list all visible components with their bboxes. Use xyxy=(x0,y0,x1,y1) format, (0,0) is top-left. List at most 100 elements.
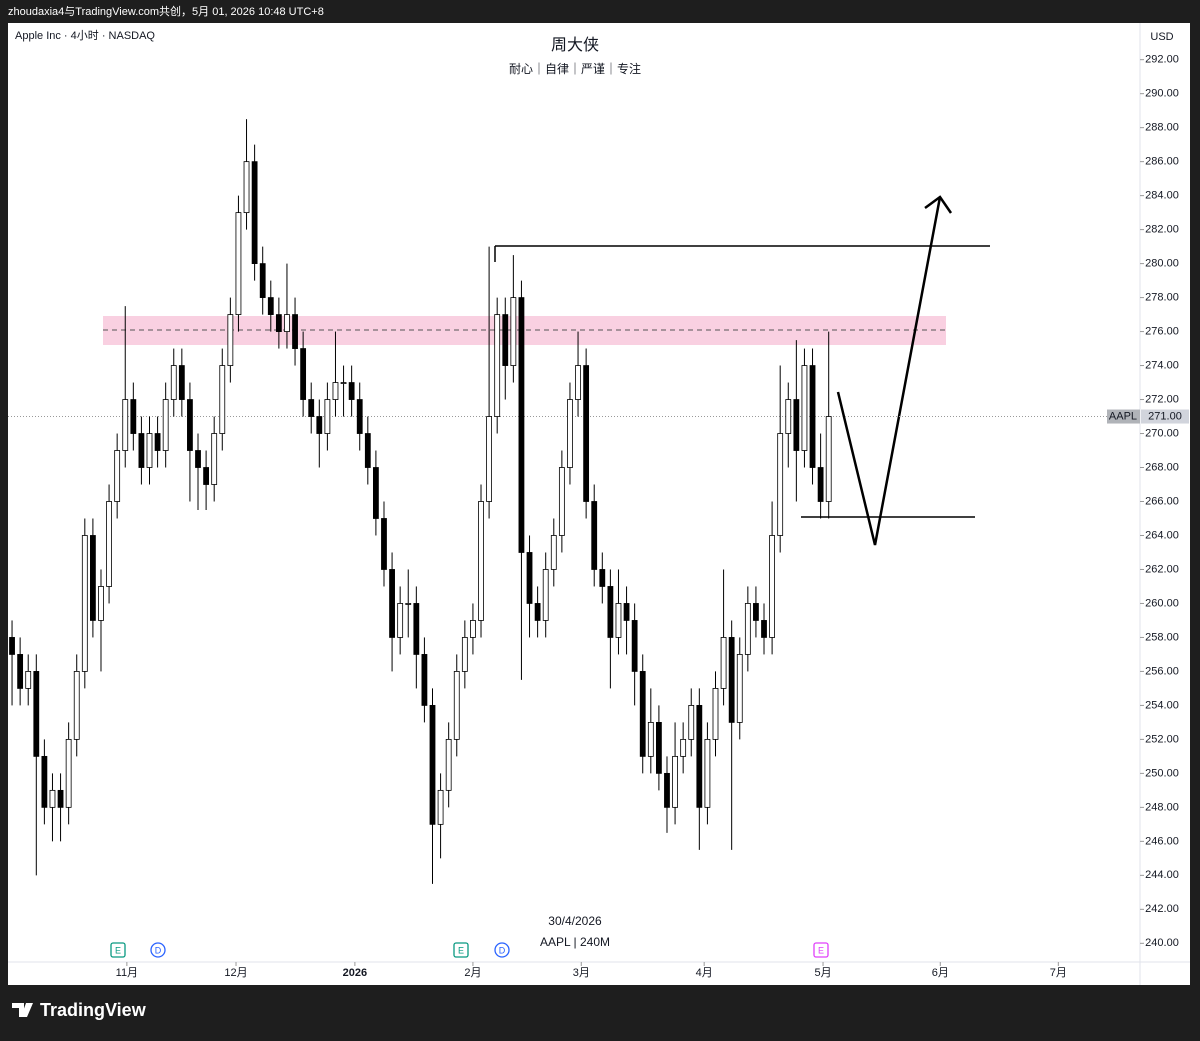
candle-body xyxy=(65,738,72,808)
price-tag xyxy=(1141,409,1189,424)
candle-body xyxy=(259,263,266,298)
candle-body xyxy=(138,433,145,468)
candle-body xyxy=(421,654,428,706)
candle-body xyxy=(195,450,201,468)
y-tick-label: 264.00 xyxy=(1145,529,1179,541)
x-tick-label: 5月 xyxy=(814,967,831,979)
candle-body xyxy=(761,620,767,638)
chart-subtitle: 耐心｜自律｜严谨｜专注 xyxy=(509,61,641,76)
candle-body xyxy=(413,603,420,655)
candle-body xyxy=(170,365,177,400)
candle-body xyxy=(372,467,379,519)
candle-body xyxy=(364,433,371,468)
candle-body xyxy=(90,535,96,621)
candle-body xyxy=(639,671,646,757)
event-marker xyxy=(150,942,166,958)
candle-body xyxy=(470,620,476,638)
event-label: E xyxy=(115,945,121,955)
candle-body xyxy=(178,365,185,400)
y-tick-label: 254.00 xyxy=(1145,699,1179,711)
event-label: D xyxy=(155,945,162,955)
candle-body xyxy=(728,637,735,723)
y-tick-label: 292.00 xyxy=(1145,54,1179,66)
candle-body xyxy=(122,399,129,451)
x-tick-label: 2月 xyxy=(464,967,481,979)
y-tick-label: 256.00 xyxy=(1145,665,1179,677)
candle-body xyxy=(591,501,598,570)
drawn-arrow xyxy=(836,196,942,546)
candle-body xyxy=(340,382,347,384)
candle-body xyxy=(49,789,56,808)
candle-body xyxy=(324,399,331,434)
candle-body xyxy=(284,314,290,332)
y-tick-label: 246.00 xyxy=(1145,835,1179,847)
x-tick-label: 7月 xyxy=(1050,967,1067,979)
candle-body xyxy=(550,535,557,570)
candle-body xyxy=(502,314,509,366)
symbol-info: Apple Inc · 4小时 · NASDAQ xyxy=(15,29,155,42)
y-tick-label: 276.00 xyxy=(1145,325,1179,337)
x-tick-label: 6月 xyxy=(932,967,949,979)
candle-body xyxy=(558,467,565,536)
y-tick-label: 258.00 xyxy=(1145,631,1179,643)
y-tick-label: 280.00 xyxy=(1145,258,1179,270)
candle-body xyxy=(316,416,323,434)
candle-body xyxy=(615,603,622,638)
candle-body xyxy=(227,314,234,366)
y-tick-label: 278.00 xyxy=(1145,291,1179,303)
candle-body xyxy=(429,705,436,825)
candle-body xyxy=(81,535,88,672)
candle-body xyxy=(332,382,339,400)
candle-body xyxy=(817,467,824,502)
candle-body xyxy=(308,399,315,417)
y-tick-label: 244.00 xyxy=(1145,869,1179,881)
candle-body xyxy=(445,738,452,791)
event-marker xyxy=(813,942,829,958)
candle-body xyxy=(106,501,112,587)
footer xyxy=(0,986,1200,1036)
candle-body xyxy=(575,365,581,400)
event-label: E xyxy=(458,945,464,955)
candle-body xyxy=(534,603,541,621)
candle-body xyxy=(656,722,662,774)
candle-body xyxy=(130,399,137,434)
candle-body xyxy=(381,518,387,570)
chart-title: 周大侠 xyxy=(551,36,599,54)
candle-body xyxy=(672,755,678,808)
candle-body xyxy=(73,671,80,740)
candle-body xyxy=(251,161,258,264)
event-marker xyxy=(453,942,469,958)
y-tick-label: 252.00 xyxy=(1145,733,1179,745)
candle-body xyxy=(348,382,355,400)
candle-body xyxy=(25,671,32,689)
candle-body xyxy=(607,586,614,638)
candle-body xyxy=(777,433,784,536)
x-tick-label: 11月 xyxy=(116,967,138,979)
candle-body xyxy=(478,501,484,621)
candle-body xyxy=(356,399,363,434)
candle-body xyxy=(275,314,282,332)
candle-body xyxy=(744,603,751,655)
candle-body xyxy=(753,603,759,621)
candle-body xyxy=(769,535,775,638)
candle-body xyxy=(542,569,549,621)
x-tick-label: 12月 xyxy=(224,967,247,979)
candle-body xyxy=(704,738,711,808)
candle-body xyxy=(154,433,161,451)
candle-body xyxy=(825,416,832,502)
price-tag-symbol: AAPL xyxy=(1109,410,1137,422)
candle-body xyxy=(235,212,242,315)
y-tick-label: 240.00 xyxy=(1145,937,1179,949)
candle-body xyxy=(405,603,412,605)
header-text: zhoudaxia4与TradingView.com共创，5月 01, 2026… xyxy=(8,5,324,18)
y-tick-label: 270.00 xyxy=(1145,427,1179,439)
candle-body xyxy=(680,738,687,757)
y-tick-label: 286.00 xyxy=(1145,156,1179,168)
candle-body xyxy=(486,416,493,502)
candle-body xyxy=(583,365,590,502)
y-tick-label: 242.00 xyxy=(1145,903,1179,915)
candle-body xyxy=(243,161,250,214)
candle-body xyxy=(793,399,800,451)
y-tick-label: 260.00 xyxy=(1145,597,1179,609)
